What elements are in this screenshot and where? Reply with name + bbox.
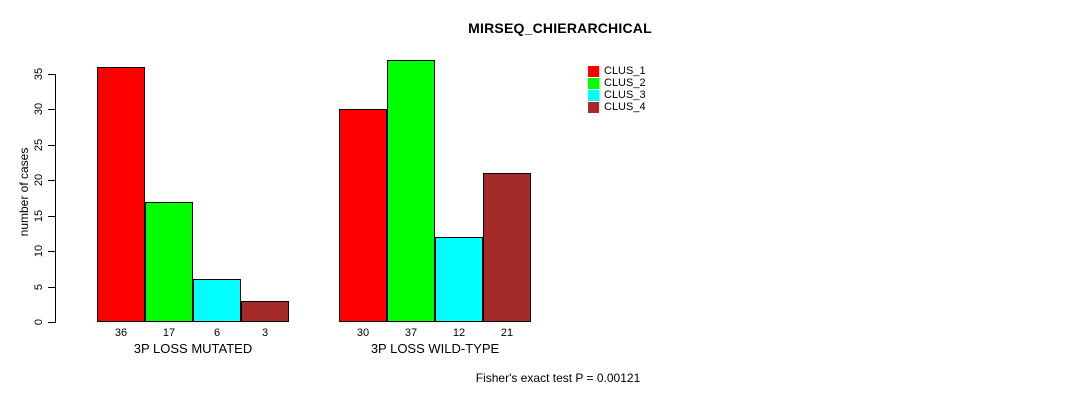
x-group-label-wildtype: 3P LOSS WILD-TYPE xyxy=(370,341,500,356)
y-axis-line xyxy=(55,74,56,323)
bar xyxy=(483,173,531,322)
bar-value-label: 30 xyxy=(356,327,370,339)
chart-title: MIRSEQ_CHIERARCHICAL xyxy=(468,20,652,36)
legend-item: CLUS_3 xyxy=(588,89,646,101)
annotation-text: Fisher's exact test P = 0.00121 xyxy=(475,371,641,385)
y-axis-label: number of cases xyxy=(17,147,31,237)
bar xyxy=(193,279,241,322)
y-axis-tick xyxy=(48,74,55,75)
legend-swatch-clus3 xyxy=(588,89,599,101)
bar-value-label: 36 xyxy=(114,327,128,339)
legend-item: CLUS_1 xyxy=(588,65,646,77)
bar-value-label: 37 xyxy=(404,327,418,339)
legend-label-clus2: CLUS_2 xyxy=(604,77,646,89)
bar-value-label: 12 xyxy=(452,327,466,339)
y-tick-label: 20 xyxy=(33,173,45,187)
y-tick-label: 25 xyxy=(33,138,45,152)
legend: CLUS_1 CLUS_2 CLUS_3 CLUS_4 xyxy=(588,65,646,113)
y-axis-tick xyxy=(48,251,55,252)
legend-label-clus4: CLUS_4 xyxy=(604,101,646,113)
bar xyxy=(387,60,435,322)
bar-value-label: 3 xyxy=(261,327,269,339)
legend-swatch-clus1 xyxy=(588,65,599,77)
bar xyxy=(97,67,145,322)
legend-label-clus3: CLUS_3 xyxy=(604,89,646,101)
y-axis-tick xyxy=(48,145,55,146)
y-tick-label: 10 xyxy=(33,244,45,258)
bar xyxy=(241,301,289,322)
bar-value-label: 17 xyxy=(162,327,176,339)
y-axis-tick xyxy=(48,322,55,323)
x-group-label-mutated: 3P LOSS MUTATED xyxy=(133,341,253,356)
legend-swatch-clus2 xyxy=(588,77,599,89)
y-axis-tick xyxy=(48,287,55,288)
y-axis-tick xyxy=(48,180,55,181)
y-tick-label: 35 xyxy=(33,67,45,81)
bar xyxy=(339,109,387,322)
bar-value-label: 6 xyxy=(213,327,221,339)
legend-swatch-clus4 xyxy=(588,101,599,113)
bar-value-label: 21 xyxy=(500,327,514,339)
y-tick-label: 30 xyxy=(33,102,45,116)
y-axis-tick xyxy=(48,109,55,110)
bar xyxy=(435,237,483,322)
legend-label-clus1: CLUS_1 xyxy=(604,65,646,77)
y-tick-label: 5 xyxy=(33,283,45,291)
y-tick-label: 15 xyxy=(33,209,45,223)
legend-item: CLUS_4 xyxy=(588,101,646,113)
legend-item: CLUS_2 xyxy=(588,77,646,89)
bar xyxy=(145,202,193,322)
y-axis-tick xyxy=(48,216,55,217)
y-tick-label: 0 xyxy=(33,318,45,326)
